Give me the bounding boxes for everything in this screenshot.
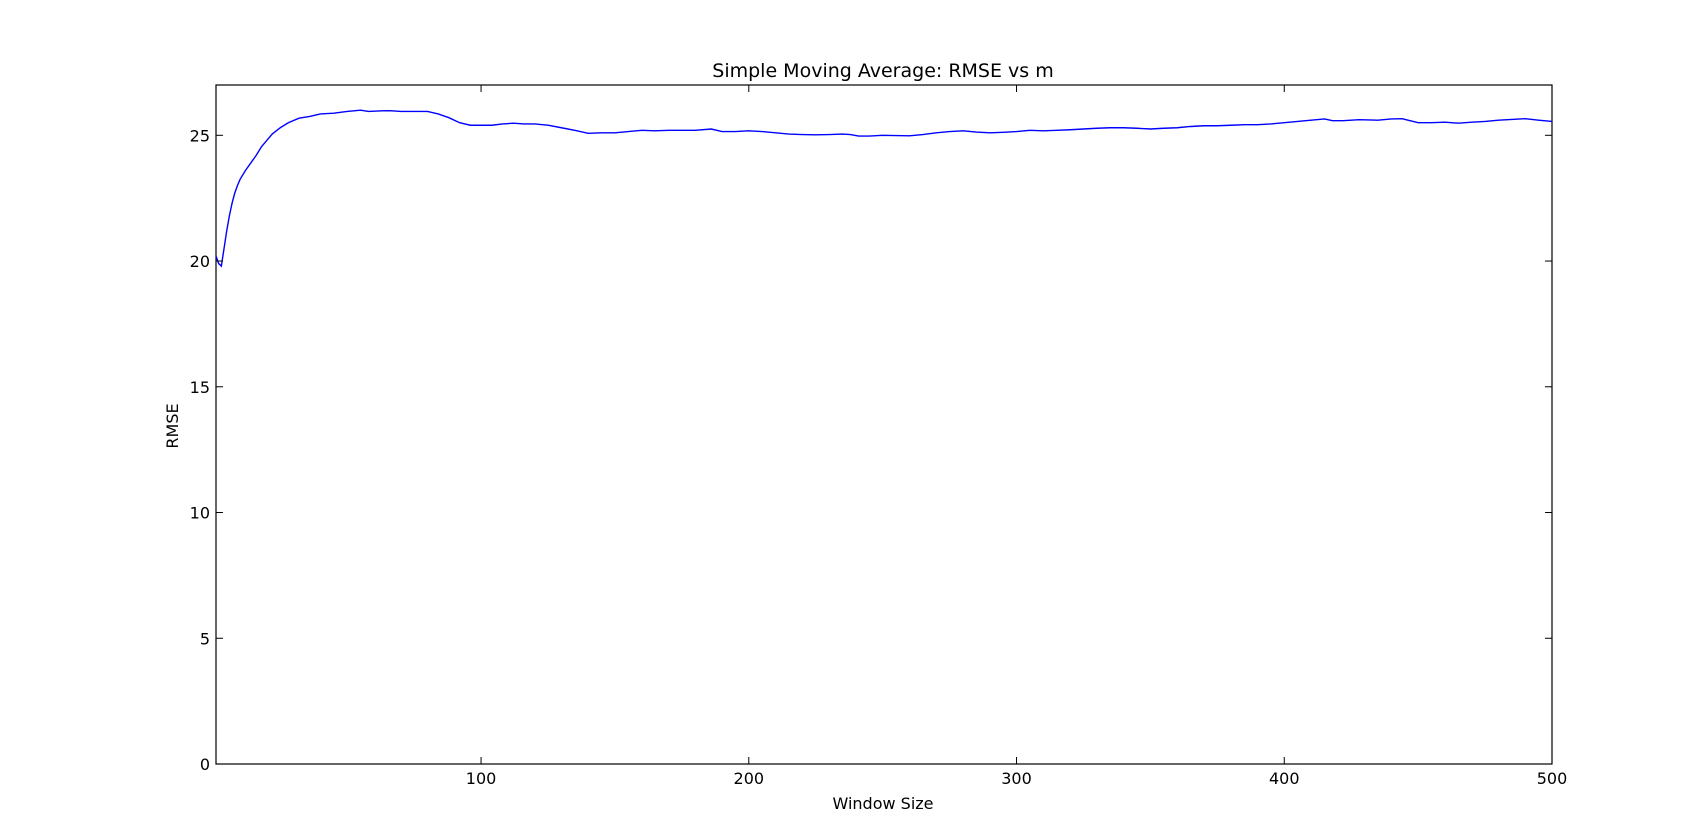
plot-frame <box>215 84 1553 765</box>
y-tick-label-2: 10 <box>190 504 210 523</box>
y-tick-label-5: 25 <box>190 126 210 145</box>
y-tick-label-0: 0 <box>200 755 210 774</box>
x-axis-ticks: 100 200 300 400 500 <box>466 85 1567 788</box>
x-tick-label-3: 400 <box>1269 769 1300 788</box>
series-layer <box>215 109 1553 268</box>
plot-area: 100 200 300 400 500 0 5 10 15 20 25 <box>190 84 1567 788</box>
y-tick-label-1: 5 <box>200 629 210 648</box>
x-tick-label-1: 200 <box>734 769 765 788</box>
x-axis-label: Window Size <box>832 794 933 813</box>
x-tick-label-0: 100 <box>466 769 497 788</box>
y-tick-label-3: 15 <box>190 378 210 397</box>
y-axis-label: RMSE <box>163 403 182 448</box>
series-line-0 <box>215 109 1553 268</box>
y-axis-ticks: 0 5 10 15 20 25 <box>190 126 1552 774</box>
x-tick-label-2: 300 <box>1001 769 1032 788</box>
y-tick-label-4: 20 <box>190 252 210 271</box>
x-tick-label-4: 500 <box>1537 769 1568 788</box>
chart-title: Simple Moving Average: RMSE vs m <box>712 60 1053 82</box>
